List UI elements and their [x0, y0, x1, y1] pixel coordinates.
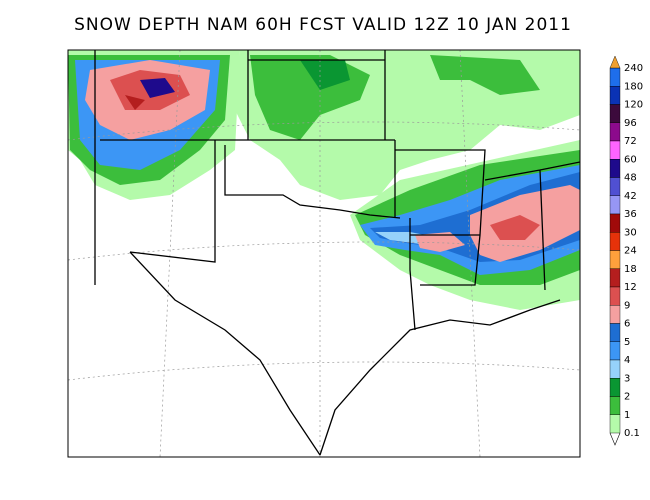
colorbar-swatch: [609, 359, 621, 379]
colorbar-label: 18: [624, 264, 637, 275]
colorbar-label: 240: [624, 63, 643, 74]
colorbar-label: 72: [624, 136, 637, 147]
map: [68, 50, 580, 457]
colorbar-label: 48: [624, 173, 637, 184]
colorbar-swatch: [609, 268, 621, 288]
colorbar-swatch: [609, 232, 621, 251]
map-frame: [67, 49, 581, 458]
colorbar-swatch: [609, 396, 621, 415]
colorbar-label: 120: [624, 100, 643, 111]
colorbar-label: 96: [624, 118, 637, 129]
colorbar-swatch: [609, 67, 621, 87]
colorbar-swatch: [609, 250, 621, 269]
colorbar-label: 3: [624, 373, 630, 384]
colorbar-label: 30: [624, 227, 637, 238]
map-title: SNOW DEPTH NAM 60H FCST VALID 12Z 10 JAN…: [74, 15, 572, 35]
colorbar-swatch: [609, 213, 621, 233]
colorbar-swatch: [609, 305, 621, 324]
colorbar-label: 12: [624, 282, 637, 293]
colorbar-label: 6: [624, 319, 630, 330]
colorbar-label: 1: [624, 410, 630, 421]
colorbar-label: 0.1: [624, 428, 640, 439]
colorbar-swatch: [609, 177, 621, 196]
colorbar-swatch: [609, 195, 621, 215]
colorbar-label: 180: [624, 81, 643, 92]
colorbar-label: 2: [624, 392, 630, 403]
colorbar-swatch: [609, 86, 621, 105]
colorbar-swatch: [609, 286, 621, 306]
colorbar-cap: [609, 55, 621, 69]
colorbar-swatch: [609, 323, 621, 342]
colorbar-label: 24: [624, 246, 637, 257]
colorbar-swatch: [609, 122, 621, 142]
colorbar-swatch: [609, 378, 621, 397]
colorbar-swatch: [609, 140, 621, 160]
colorbar-label: 5: [624, 337, 630, 348]
colorbar-label: 60: [624, 154, 637, 165]
colorbar-label: 36: [624, 209, 637, 220]
colorbar-label: 4: [624, 355, 630, 366]
colorbar-label: 9: [624, 300, 630, 311]
colorbar-swatch: [609, 414, 621, 434]
colorbar-tail: [609, 432, 621, 446]
colorbar-swatch: [609, 104, 621, 123]
colorbar-swatch: [609, 159, 621, 178]
colorbar-label: 42: [624, 191, 637, 202]
colorbar-swatch: [609, 341, 621, 361]
